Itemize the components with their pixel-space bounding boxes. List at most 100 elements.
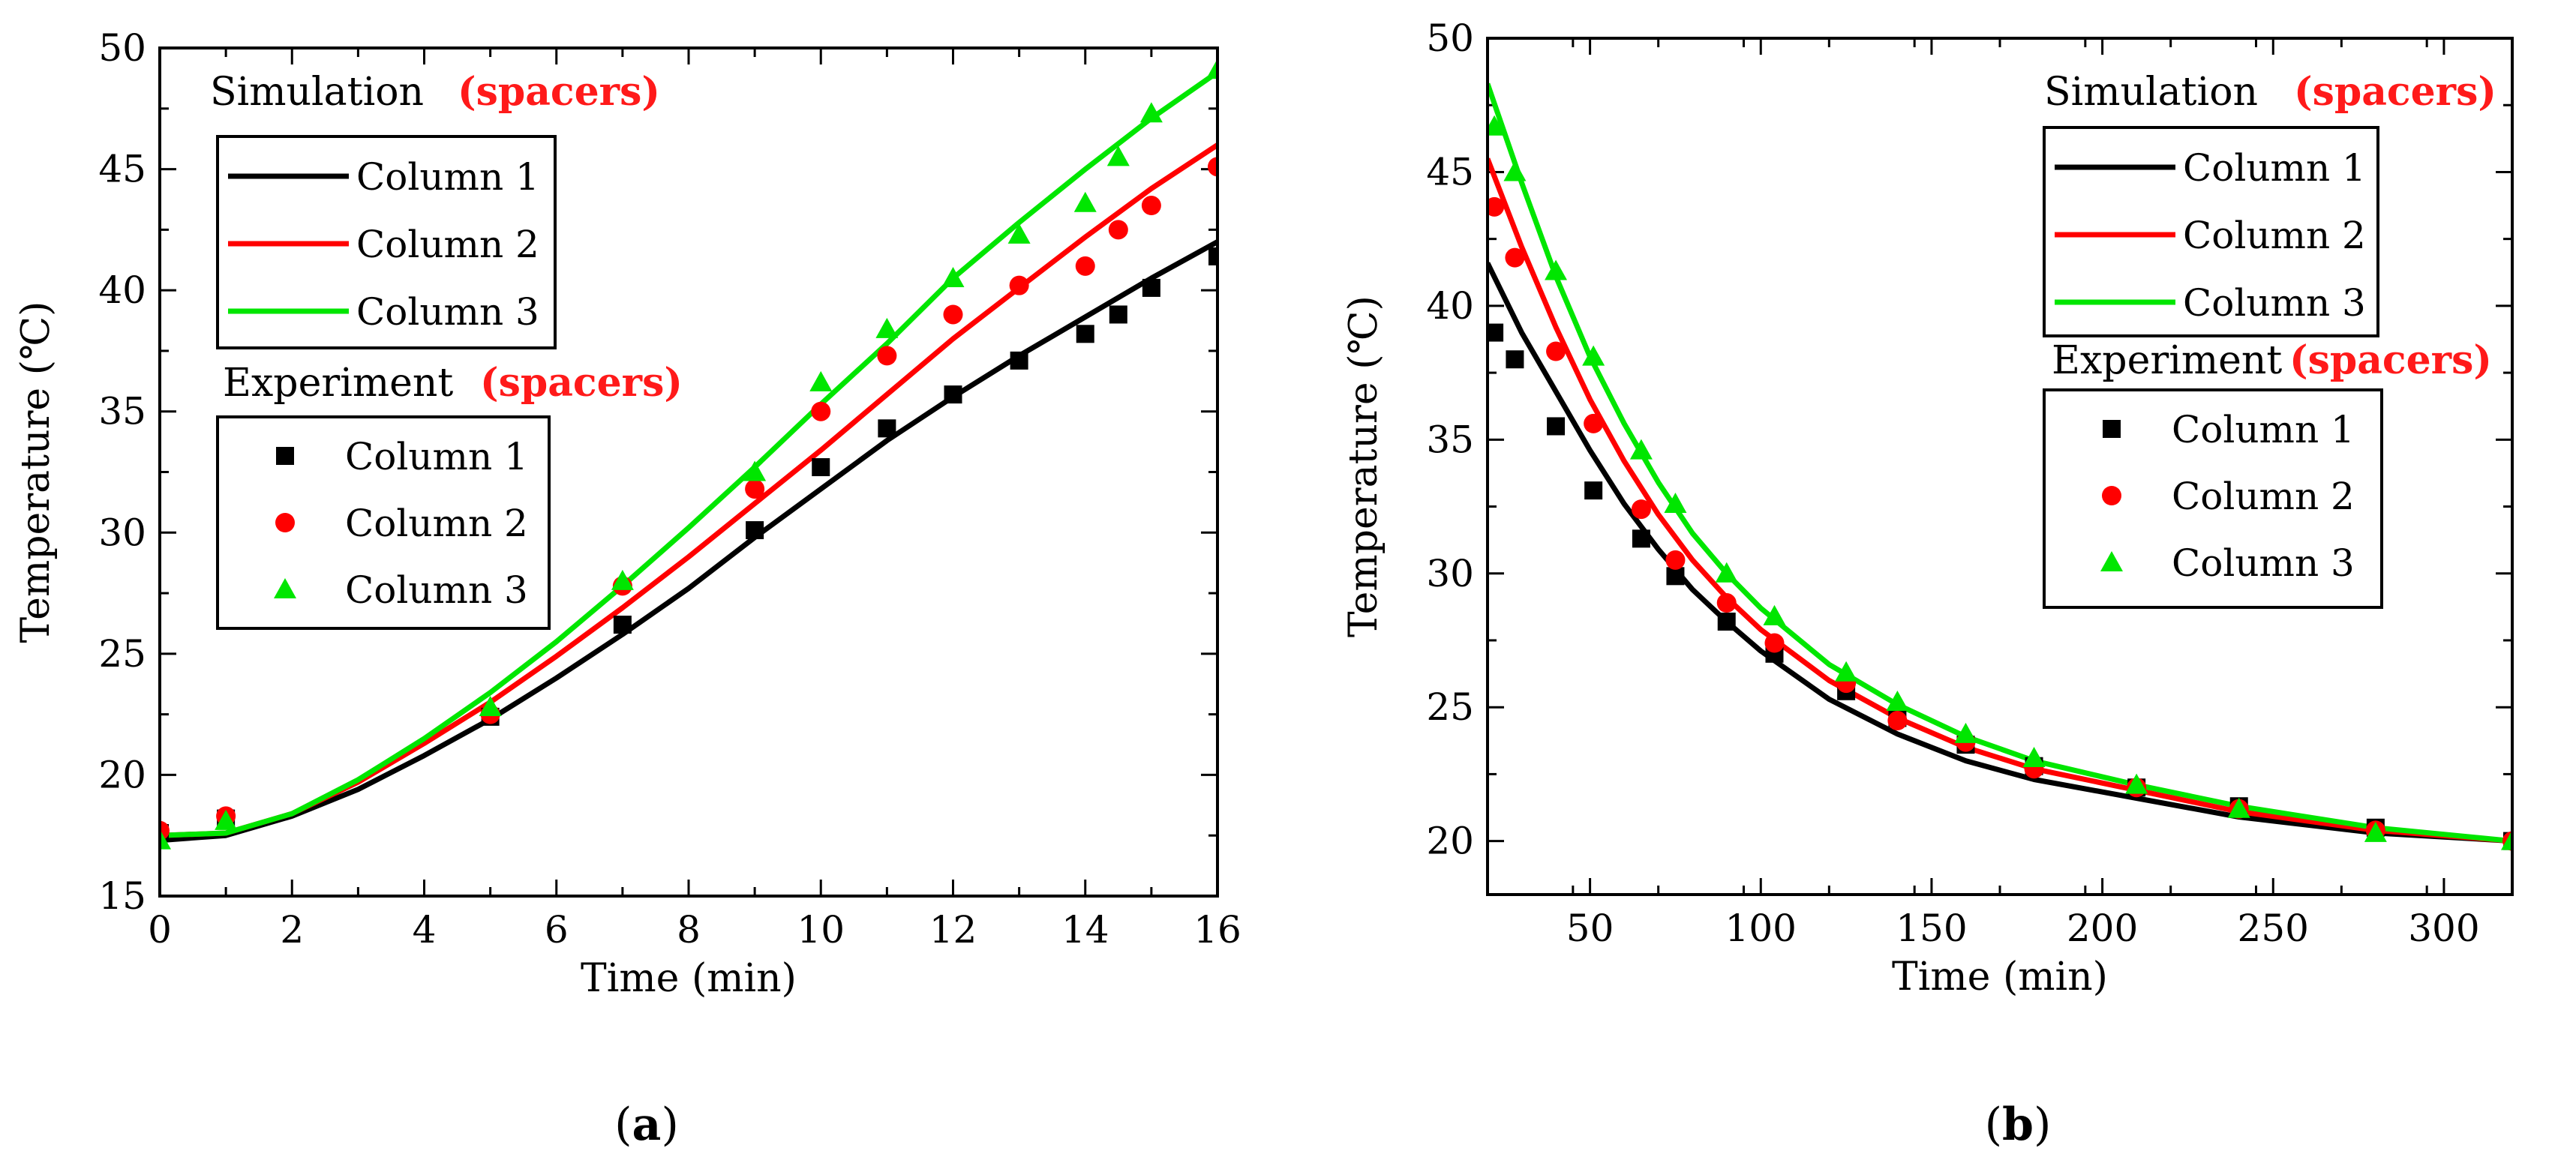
chart-b-exp-point-col3 <box>1835 661 1858 682</box>
chart-b-exp-point-col2 <box>1546 341 1566 361</box>
chart-b-legend-sim-label-col2: Column 2 <box>2183 214 2366 257</box>
chart-b-legend-exp-label-col1: Column 1 <box>2172 408 2355 451</box>
chart-a-y-tick-label: 45 <box>98 148 146 191</box>
chart-b: 50 100 150 200 250 300 20 25 30 35 40 45 50 Time (min… <box>1341 16 2514 1000</box>
chart-a-data <box>160 58 1217 850</box>
chart-b-legend-sim-label-col3: Column 3 <box>2183 281 2366 325</box>
chart-b-exp-point-col3 <box>2227 797 2250 818</box>
chart-b-legend-sim-title: Simulation <box>2044 70 2258 115</box>
chart-a-x-tick-label: 16 <box>1193 908 1241 952</box>
chart-a-legend-exp-label-col3: Column 3 <box>345 568 528 612</box>
chart-b-exp-point-col2 <box>1631 499 1651 520</box>
chart-a-exp-point-col3 <box>875 317 899 338</box>
chart-a-legend-sim-label-col2: Column 2 <box>356 223 539 266</box>
chart-b-legend-exp-title: Experiment <box>2052 338 2282 383</box>
chart-a-y-tick-label: 40 <box>98 268 146 312</box>
chart-a-legend-exp-marker-col3 <box>274 578 296 598</box>
chart-a-exp-point-col2 <box>1075 256 1095 276</box>
chart-b-exp-point-col3 <box>1664 492 1687 513</box>
chart-a: 0 2 4 6 8 10 12 14 16 15 20 25 30 35 40 45 50 Time (min) T… <box>14 26 1241 1001</box>
chart-a-exp-point-col3 <box>941 266 965 287</box>
chart-a-x-tick-label: 4 <box>413 908 437 952</box>
caption-a: (a) <box>614 1099 679 1151</box>
chart-a-y-tick-label: 50 <box>98 26 146 70</box>
chart-b-exp-point-col3 <box>1715 562 1738 583</box>
chart-a-exp-point-col1 <box>1142 278 1160 297</box>
chart-a-legend-exp-label-col2: Column 2 <box>345 502 528 545</box>
chart-b-exp-point-col1 <box>1584 481 1603 500</box>
chart-b-y-tick-label: 40 <box>1426 284 1474 328</box>
chart-b-exp-point-col3 <box>1886 691 1909 712</box>
chart-b-exp-point-col3 <box>1954 722 1977 743</box>
chart-b-exp-point-col2 <box>1665 550 1686 570</box>
chart-a-legend-sim-label-col1: Column 1 <box>356 155 539 199</box>
chart-a-y-tick-label: 35 <box>98 390 146 433</box>
chart-a-exp-point-col1 <box>1208 247 1217 265</box>
chart-a-x-tick-label: 12 <box>929 908 977 952</box>
chart-a-exp-point-col2 <box>1108 220 1128 240</box>
chart-a-exp-point-col2 <box>745 479 765 499</box>
chart-b-legend-exp-tag: (spacers) <box>2289 337 2492 383</box>
chart-b-x-axis-title: Time (min) <box>1892 955 2108 1000</box>
chart-b-exp-point-col3 <box>1582 345 1605 366</box>
chart-a-sim-line-col1 <box>160 239 1217 844</box>
chart-b-exp-point-col3 <box>2364 821 2387 842</box>
chart-a-exp-point-col2 <box>1141 196 1161 216</box>
chart-b-x-tick-label: 150 <box>1896 907 1967 950</box>
chart-a-legend-sim-label-col3: Column 3 <box>356 290 539 334</box>
chart-b-exp-point-col2 <box>1584 413 1604 433</box>
chart-b-data <box>1488 82 2512 851</box>
chart-b-plot-frame <box>1486 37 2514 896</box>
chart-a-legend-sim-tag: (spacers) <box>458 69 660 115</box>
chart-a-exp-point-col3 <box>809 370 833 391</box>
chart-b-exp-point-col1 <box>1666 567 1685 586</box>
chart-b-x-tick-label: 100 <box>1725 907 1797 950</box>
chart-a-exp-point-col1 <box>812 458 830 477</box>
chart-b-exp-point-col2 <box>1887 711 1908 731</box>
chart-a-y-tick-label: 25 <box>98 632 146 676</box>
chart-a-exp-point-col1 <box>1076 325 1094 343</box>
chart-b-legend-exp-box <box>2043 388 2383 609</box>
chart-a-exp-point-col3 <box>611 569 634 590</box>
chart-b-sim-line-col2 <box>1488 157 2512 844</box>
chart-b-x-tick-label: 300 <box>2408 907 2479 950</box>
chart-b-exp-point-col2 <box>1764 633 1785 653</box>
chart-a-exp-point-col3 <box>1206 58 1217 79</box>
chart-b-exp-point-col1 <box>1506 350 1524 369</box>
chart-b-y-axis-title: Temperature (℃) <box>1341 295 1386 637</box>
chart-b-sim-line-col3 <box>1488 82 2512 844</box>
chart-b-x-tick-label: 200 <box>2067 907 2138 950</box>
chart-b-y-tick-label: 30 <box>1426 552 1474 595</box>
chart-a-exp-point-col2 <box>877 346 897 366</box>
chart-a-exp-point-col1 <box>746 521 764 540</box>
chart-b-exp-point-col3 <box>2022 746 2046 767</box>
chart-a-exp-point-col1 <box>613 616 632 634</box>
chart-a-exp-point-col3 <box>479 695 502 716</box>
chart-a-exp-point-col3 <box>160 829 171 850</box>
chart-a-y-tick-label: 15 <box>98 874 146 918</box>
chart-a-x-tick-label: 8 <box>677 908 701 952</box>
chart-b-exp-point-col2 <box>1505 247 1525 268</box>
chart-b-legend-exp-marker-col3 <box>2100 551 2123 571</box>
chart-a-legend-sim-title: Simulation <box>210 70 424 115</box>
chart-b-exp-point-col2 <box>1488 196 1505 217</box>
chart-a-legend-exp-box <box>216 415 551 630</box>
chart-a-plot-frame <box>158 46 1219 898</box>
chart-b-exp-point-col1 <box>1488 323 1504 342</box>
chart-b-y-tick-label: 25 <box>1426 685 1474 729</box>
chart-a-y-tick-label: 20 <box>98 753 146 796</box>
chart-a-exp-point-col2 <box>1208 157 1217 177</box>
caption-b: (b) <box>1985 1099 2052 1151</box>
chart-b-exp-point-col1 <box>1547 417 1566 436</box>
chart-a-exp-point-col3 <box>1106 145 1130 166</box>
chart-a-exp-point-col1 <box>1109 305 1127 324</box>
chart-b-legend-sim-label-col1: Column 1 <box>2183 146 2366 190</box>
chart-a-legend-exp-marker-col2 <box>275 513 295 532</box>
chart-b-x-tick-label: 50 <box>1566 907 1614 950</box>
chart-b-exp-point-col3 <box>1503 160 1527 181</box>
chart-a-legend-exp-tag: (spacers) <box>480 360 683 406</box>
chart-b-exp-point-col1 <box>1632 529 1650 548</box>
chart-a-legend-exp-title: Experiment <box>223 361 453 406</box>
chart-a-x-tick-label: 0 <box>148 908 172 952</box>
chart-b-exp-point-col2 <box>1716 593 1737 613</box>
